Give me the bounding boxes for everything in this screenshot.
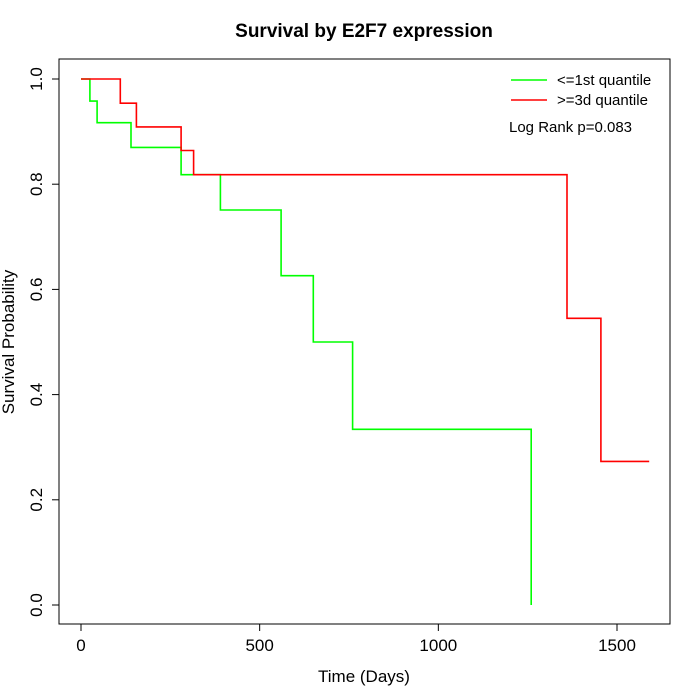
y-tick-label: 0.6 <box>27 278 46 302</box>
legend-label: <=1st quantile <box>557 72 651 89</box>
x-tick-label: 1000 <box>419 636 457 655</box>
x-axis-label: Time (Days) <box>318 667 410 686</box>
series-line-1 <box>81 78 533 605</box>
log-rank-annotation: Log Rank p=0.083 <box>509 119 632 136</box>
y-tick-label: 0.0 <box>27 593 46 617</box>
series-line-2 <box>81 78 650 463</box>
y-axis-label: Survival Probability <box>0 269 18 414</box>
legend-label: >=3d quantile <box>557 92 648 109</box>
plot-frame <box>58 58 671 625</box>
legend: <=1st quantile >=3d quantile <box>511 72 651 109</box>
x-axis: 0 500 1000 1500 <box>76 623 636 655</box>
x-tick-label: 1500 <box>598 636 636 655</box>
series-layer <box>81 78 650 605</box>
y-tick-label: 0.8 <box>27 172 46 196</box>
x-tick-label: 500 <box>245 636 273 655</box>
chart-title: Survival by E2F7 expression <box>235 21 493 42</box>
y-axis: 0.0 0.2 0.4 0.6 0.8 1.0 <box>27 67 60 617</box>
y-tick-label: 0.2 <box>27 488 46 512</box>
x-tick-label: 0 <box>76 636 85 655</box>
y-tick-label: 0.4 <box>27 383 46 407</box>
y-tick-label: 1.0 <box>27 67 46 91</box>
